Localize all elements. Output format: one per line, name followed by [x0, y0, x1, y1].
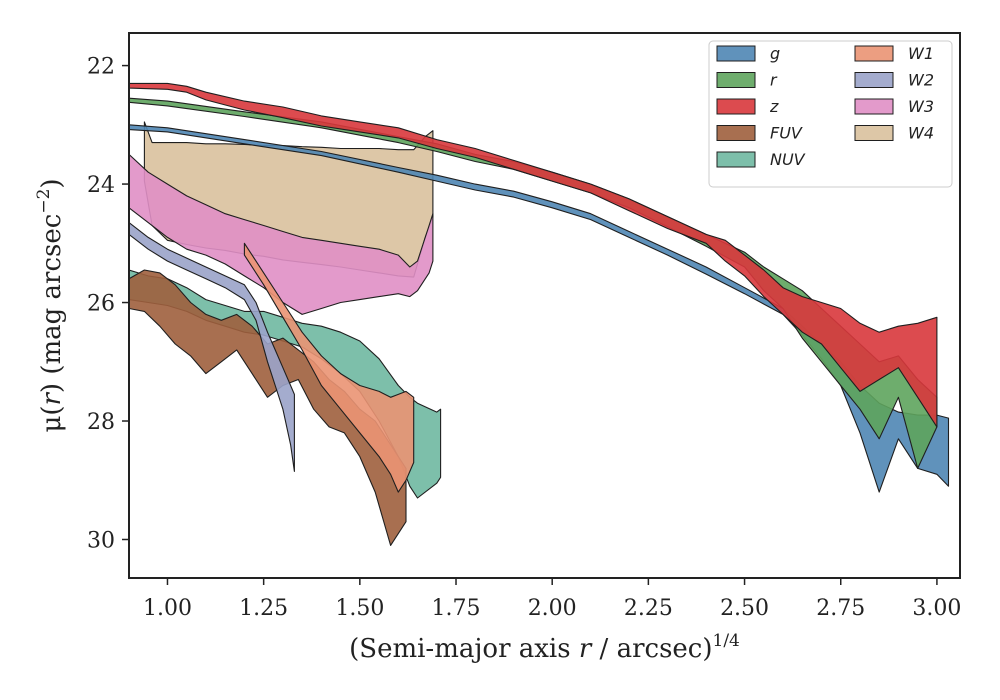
y-tick-label: 24: [87, 173, 115, 198]
x-axis: 1.00 1.25 1.50 1.75 2.00 2.25 2.50 2.75 3.00: [143, 578, 961, 621]
band-w3: [129, 153, 434, 315]
legend-label: W4: [908, 124, 934, 143]
y-tick-label: 30: [87, 528, 115, 553]
legend-label: FUV: [770, 124, 803, 143]
band-z: [129, 82, 938, 428]
x-tick-label: 1.75: [432, 596, 481, 621]
x-tick-label: 1.25: [239, 596, 288, 621]
legend: grz FUV NUV W1 W2 W3 W4: [708, 40, 953, 188]
x-tick-label: 2.00: [528, 596, 577, 621]
legend-label: z: [769, 97, 779, 116]
legend-swatch: [716, 125, 756, 141]
x-tick-label: 1.00: [143, 596, 192, 621]
x-tick-label: 3.00: [912, 596, 961, 621]
y-tick-label: 28: [87, 410, 115, 435]
legend-entry-w3: W3: [854, 97, 934, 116]
legend-swatch: [716, 45, 756, 62]
x-tick-label: 2.75: [816, 596, 865, 621]
legend-entry-w2: W2: [854, 71, 934, 90]
legend-entry-fuv: FUV: [716, 124, 803, 143]
legend-swatch: [716, 151, 756, 168]
x-tick-label: 1.50: [335, 596, 384, 621]
legend-swatch: [854, 98, 894, 115]
legend-label: W1: [908, 44, 934, 63]
y-axis: 22 24 26 28 30: [87, 55, 129, 553]
legend-label: r: [770, 71, 778, 90]
band-g: [129, 124, 950, 493]
axes-frame: [128, 32, 961, 579]
legend-swatch: [716, 98, 756, 115]
x-tick-label: 2.25: [624, 596, 673, 621]
legend-entry-nuv: NUV: [716, 150, 806, 169]
legend-swatch: [854, 125, 894, 141]
legend-entry-g: g: [716, 44, 780, 63]
y-axis-label: μ(r) (mag arcsec−2): [34, 178, 67, 432]
legend-swatch: [716, 72, 756, 88]
legend-label: NUV: [770, 150, 806, 169]
legend-entry-w1: W1: [854, 44, 934, 63]
legend-label: g: [770, 44, 780, 63]
band-fuv: [129, 269, 407, 546]
legend-entry-z: z: [716, 97, 779, 116]
x-axis-label: (Semi-major axis r / arcsec)1/4: [349, 631, 740, 664]
band-w2: [129, 222, 295, 472]
plot-area: [129, 82, 950, 546]
legend-label: W3: [908, 97, 934, 116]
legend-label: W2: [908, 71, 934, 90]
legend-entry-r: r: [716, 71, 778, 90]
legend-swatch: [854, 72, 894, 88]
band-w1: [243, 242, 415, 493]
legend-swatch: [854, 45, 894, 62]
y-tick-label: 26: [87, 292, 115, 317]
y-tick-label: 22: [87, 55, 115, 80]
x-tick-label: 2.50: [720, 596, 769, 621]
legend-entry-w4: W4: [854, 124, 934, 143]
